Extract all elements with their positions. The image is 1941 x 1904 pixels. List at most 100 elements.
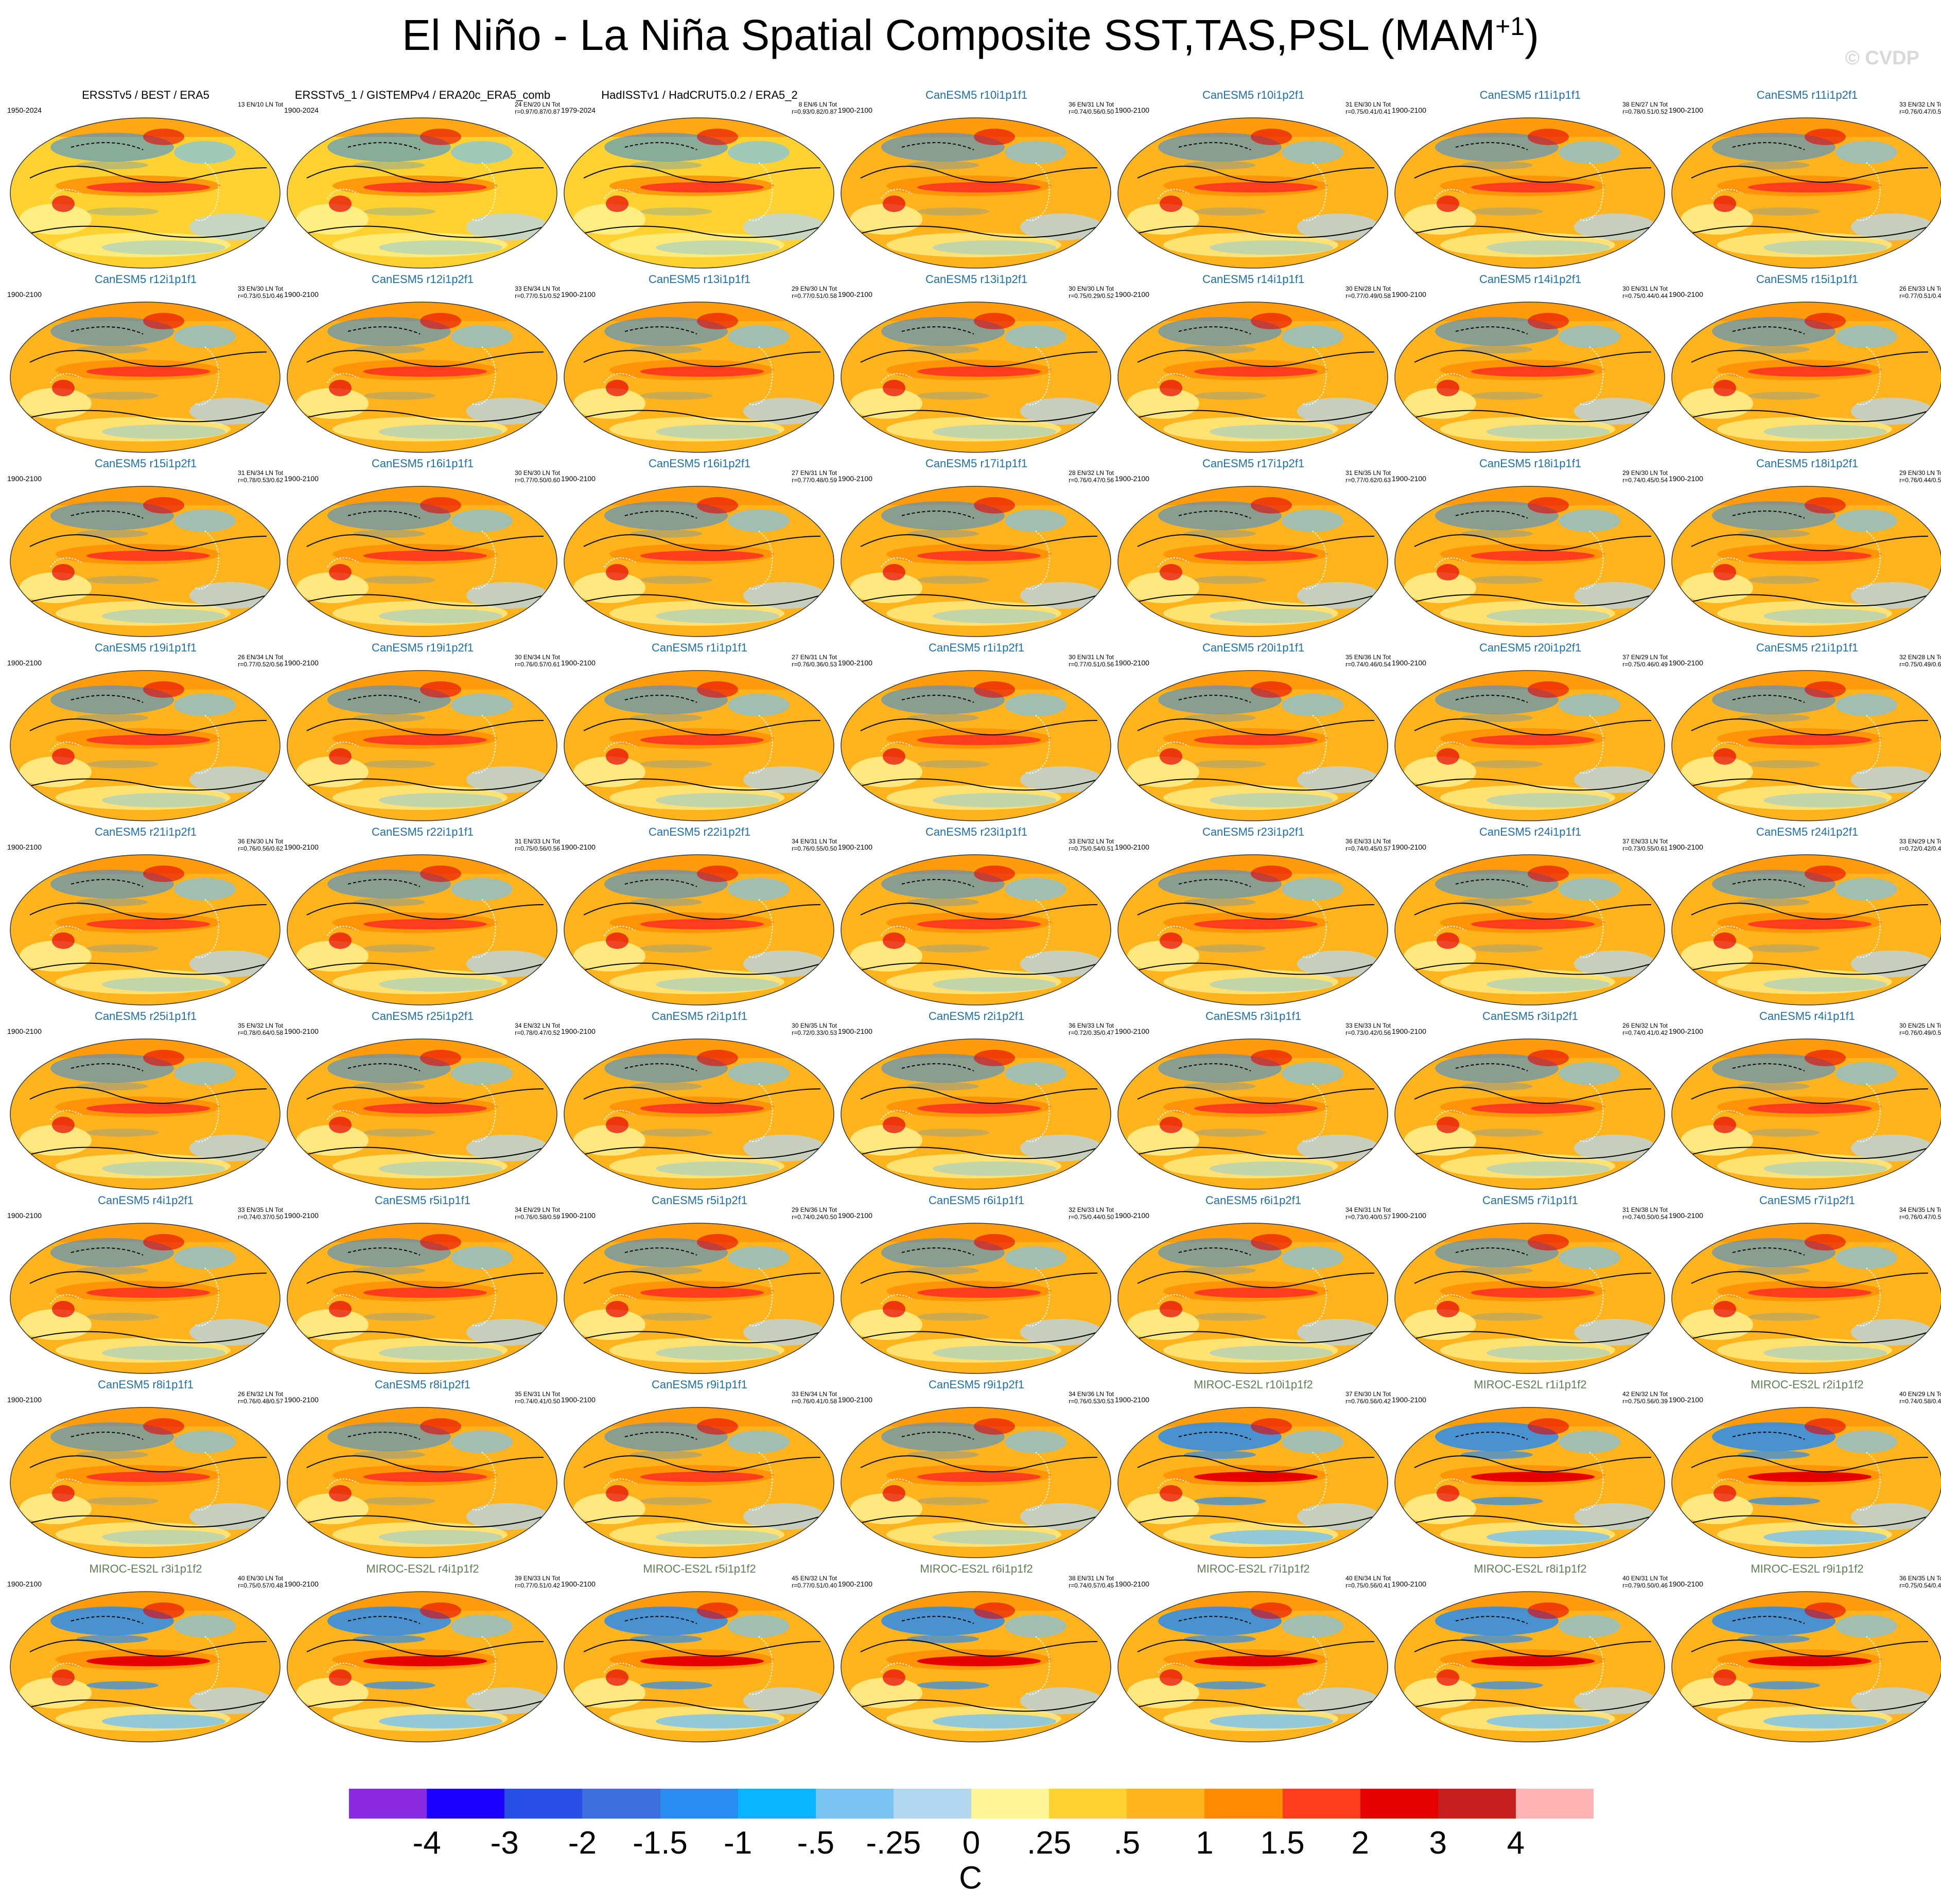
panel-title: CanESM5 r19i1p1f1 [94, 641, 197, 654]
panel-correlation: r=0.77/0.51/0.40 [792, 1582, 837, 1589]
panel-correlation: r=0.74/0.50/0.54 [1622, 1213, 1668, 1221]
panel-stats: 40 EN/30 LN Tot r=0.75/0.57/0.48 [238, 1575, 283, 1589]
panel-title: MIROC-ES2L r10i1p1f2 [1194, 1378, 1313, 1391]
panel-years: 1900-2100 [561, 1396, 596, 1404]
map-panel: CanESM5 r16i1p1f1 1900-2100 30 EN/30 LN To… [284, 455, 561, 640]
colorbar-swatch [893, 1789, 971, 1819]
map-panel: CanESM5 r12i1p2f1 1900-2100 33 EN/34 LN To… [284, 271, 561, 456]
global-map [287, 302, 557, 453]
panel-stats: 37 EN/33 LN Tot r=0.73/0.55/0.61 [1622, 838, 1668, 852]
panel-title: CanESM5 r13i1p1f1 [648, 273, 751, 286]
panel-years: 1900-2100 [7, 290, 42, 298]
panel-stats: 26 EN/33 LN Tot r=0.77/0.51/0.47 [1899, 285, 1941, 299]
panel-stats: 38 EN/27 LN Tot r=0.78/0.51/0.52 [1622, 101, 1668, 115]
global-map [564, 854, 834, 1006]
panel-stats: 34 EN/35 LN Tot r=0.76/0.47/0.59 [1899, 1206, 1941, 1221]
panel-years: 1900-2100 [838, 474, 872, 483]
map-panel: CanESM5 r3i1p2f1 1900-2100 26 EN/32 LN Tot… [1392, 1008, 1669, 1193]
panel-correlation: r=0.77/0.62/0.63 [1345, 477, 1391, 484]
map-panel: MIROC-ES2L r10i1p1f2 1900-2100 37 EN/30 LN… [1115, 1376, 1392, 1561]
panel-years: 1900-2100 [838, 1027, 872, 1035]
colorbar-swatch [1049, 1789, 1127, 1819]
global-map [1394, 117, 1665, 269]
panel-title: CanESM5 r20i1p1f1 [1202, 641, 1305, 654]
panel-years: 1900-2100 [1115, 474, 1149, 483]
map-panel: CanESM5 r23i1p2f1 1900-2100 36 EN/33 LN To… [1115, 823, 1392, 1009]
panel-event-count: 33 EN/32 LN Tot [1069, 838, 1114, 845]
colorbar-tick-label: -1.5 [633, 1825, 688, 1861]
panel-years: 1900-2100 [838, 1211, 872, 1220]
map-panel: CanESM5 r19i1p1f1 1900-2100 26 EN/34 LN To… [7, 639, 284, 824]
panel-event-count: 28 EN/32 LN Tot [1069, 469, 1114, 477]
map-panel: CanESM5 r13i1p2f1 1900-2100 30 EN/30 LN To… [838, 271, 1115, 456]
panel-title: CanESM5 r17i1p2f1 [1202, 457, 1305, 470]
panel-correlation: r=0.76/0.47/0.56 [1069, 477, 1114, 484]
panel-years: 1900-2100 [561, 1580, 596, 1588]
panel-stats: 30 EN/34 LN Tot r=0.76/0.57/0.61 [515, 654, 560, 668]
panel-title: MIROC-ES2L r9i1p1f2 [1751, 1562, 1864, 1575]
map-panel: CanESM5 r21i1p1f1 1900-2100 32 EN/28 LN To… [1669, 639, 1941, 824]
panel-event-count: 30 EN/25 LN Tot [1899, 1022, 1941, 1029]
panel-correlation: r=0.76/0.53/0.53 [1069, 1398, 1114, 1405]
map-panel: CanESM5 r13i1p1f1 1900-2100 29 EN/30 LN To… [561, 271, 838, 456]
map-panel: CanESM5 r2i1p2f1 1900-2100 36 EN/33 LN Tot… [838, 1008, 1115, 1193]
panel-years: 1900-2100 [1115, 1396, 1149, 1404]
map-panel: CanESM5 r5i1p2f1 1900-2100 29 EN/36 LN Tot… [561, 1192, 838, 1377]
global-map [564, 1038, 834, 1190]
panel-title: CanESM5 r19i1p2f1 [371, 641, 474, 654]
panel-years: 1900-2100 [284, 1396, 319, 1404]
panel-correlation: r=0.74/0.24/0.50 [792, 1213, 837, 1221]
panel-event-count: 33 EN/32 LN Tot [1899, 101, 1941, 108]
global-map [1394, 1223, 1665, 1374]
map-panel: MIROC-ES2L r8i1p1f2 1900-2100 40 EN/31 LN … [1392, 1560, 1669, 1746]
panel-title: CanESM5 r24i1p2f1 [1756, 825, 1859, 838]
map-panel: CanESM5 r25i1p1f1 1900-2100 35 EN/32 LN To… [7, 1008, 284, 1193]
panel-event-count: 34 EN/32 LN Tot [515, 1022, 560, 1029]
panel-stats: 33 EN/34 LN Tot r=0.77/0.51/0.52 [515, 285, 560, 299]
panel-title: CanESM5 r25i1p2f1 [371, 1010, 474, 1022]
map-panel: CanESM5 r15i1p2f1 1900-2100 31 EN/34 LN To… [7, 455, 284, 640]
panel-correlation: r=0.77/0.50/0.60 [515, 477, 560, 484]
panel-correlation: r=0.72/0.42/0.44 [1899, 845, 1941, 852]
panel-event-count: 33 EN/34 LN Tot [515, 285, 560, 292]
panel-title: CanESM5 r20i1p2f1 [1479, 641, 1582, 654]
colorbar-tick-label: -4 [412, 1825, 441, 1861]
map-panel: CanESM5 r22i1p2f1 1900-2100 34 EN/31 LN To… [561, 823, 838, 1009]
panel-years: 1900-2100 [1392, 843, 1426, 851]
panel-title: HadISSTv1 / HadCRUT5.0.2 / ERA5_2 [601, 89, 798, 101]
panel-event-count: 33 EN/33 LN Tot [1345, 1022, 1391, 1029]
panel-years: 1900-2100 [561, 843, 596, 851]
panel-stats: 33 EN/33 LN Tot r=0.73/0.42/0.56 [1345, 1022, 1391, 1036]
panel-title: CanESM5 r18i1p2f1 [1756, 457, 1859, 470]
panel-years: 1900-2100 [1669, 1211, 1703, 1220]
panel-correlation: r=0.93/0.82/0.87 [792, 108, 837, 115]
panel-stats: 30 EN/31 LN Tot r=0.77/0.51/0.56 [1069, 654, 1114, 668]
panel-correlation: r=0.76/0.56/0.62 [238, 845, 283, 852]
panel-stats: 42 EN/32 LN Tot r=0.75/0.56/0.39 [1622, 1390, 1668, 1405]
global-map [841, 1407, 1111, 1558]
map-panel: MIROC-ES2L r3i1p1f2 1900-2100 40 EN/30 LN … [7, 1560, 284, 1746]
map-panel: CanESM5 r6i1p1f1 1900-2100 32 EN/33 LN Tot… [838, 1192, 1115, 1377]
panel-years: 1900-2100 [7, 474, 42, 483]
global-map [10, 1038, 281, 1190]
panel-stats: 29 EN/30 LN Tot r=0.74/0.45/0.54 [1622, 469, 1668, 484]
panel-title: MIROC-ES2L r8i1p1f2 [1474, 1562, 1587, 1575]
panel-years: 1900-2100 [7, 659, 42, 667]
map-panel: MIROC-ES2L r7i1p1f2 1900-2100 40 EN/34 LN … [1115, 1560, 1392, 1746]
global-map [287, 854, 557, 1006]
panel-title: CanESM5 r12i1p2f1 [371, 273, 474, 286]
panel-event-count: 33 EN/30 LN Tot [238, 285, 283, 292]
panel-correlation: r=0.73/0.51/0.46 [238, 292, 283, 299]
colorbar-swatch [815, 1789, 894, 1819]
panel-title: CanESM5 r5i1p1f1 [375, 1194, 470, 1207]
map-panel: CanESM5 r4i1p2f1 1900-2100 33 EN/35 LN Tot… [7, 1192, 284, 1377]
panel-stats: 29 EN/30 LN Tot r=0.76/0.44/0.58 [1899, 469, 1941, 484]
panel-title: CanESM5 r1i1p1f1 [652, 641, 747, 654]
panel-correlation: r=0.75/0.56/0.39 [1622, 1398, 1668, 1405]
panel-event-count: 30 EN/35 LN Tot [792, 1022, 837, 1029]
panel-correlation: r=0.72/0.35/0.47 [1069, 1029, 1114, 1036]
global-map [1671, 1407, 1941, 1558]
panel-stats: 31 EN/30 LN Tot r=0.75/0.41/0.41 [1345, 101, 1391, 115]
panel-event-count: 35 EN/36 LN Tot [1345, 654, 1391, 661]
panel-title: CanESM5 r11i1p2f1 [1756, 89, 1858, 101]
